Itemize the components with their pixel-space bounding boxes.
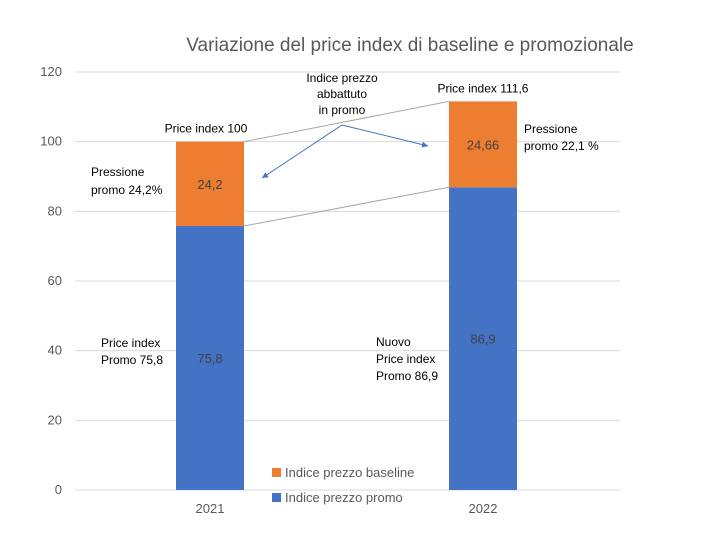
- connector-lines: [243, 100, 450, 227]
- data-label: 86,9: [470, 332, 495, 347]
- data-label: 24,2: [197, 177, 222, 192]
- arrow-label-line: Indice prezzo: [306, 71, 378, 85]
- legend-label: Indice prezzo baseline: [285, 465, 414, 480]
- promo-label-2022-line: Price index: [376, 352, 435, 366]
- x-axis-ticks: 2021 2022: [196, 501, 498, 516]
- pressure-label-2021: Pressione promo 24,2%: [91, 165, 163, 197]
- pressure-label-2022-line: promo 22,1 %: [524, 139, 599, 153]
- arrow-label-line: in promo: [319, 103, 366, 117]
- annotations: Price index 100 Price index 111,6 Pression…: [91, 71, 599, 383]
- bars: [176, 101, 517, 491]
- chart-title: Variazione del price index di baseline e…: [186, 35, 633, 56]
- pressure-label-2022: Pressione promo 22,1 %: [524, 122, 599, 153]
- promo-label-2022-line: Promo 86,9: [376, 369, 438, 383]
- y-axis-ticks: 0 20 40 60 80 100 120: [40, 64, 62, 497]
- data-labels: 75,8 24,2 86,9 24,66: [197, 137, 499, 366]
- connector-line-promo: [243, 186, 450, 227]
- y-tick-label: 0: [55, 482, 62, 497]
- y-tick-label: 20: [48, 412, 62, 427]
- data-label: 24,66: [467, 137, 500, 152]
- promo-label-2021-line: Promo 75,8: [101, 353, 163, 367]
- x-tick-label: 2022: [469, 501, 498, 516]
- bar-promo-2022: [449, 187, 517, 490]
- x-tick-label: 2021: [196, 501, 225, 516]
- promo-label-2022-line: Nuovo: [376, 335, 411, 349]
- legend-label: Indice prezzo promo: [285, 490, 403, 505]
- y-tick-label: 40: [48, 343, 62, 358]
- legend-swatch: [272, 493, 281, 502]
- connector-line-total: [243, 100, 450, 143]
- total-label-2022: Price index 111,6: [438, 81, 529, 95]
- bar-baseline-2021: [176, 141, 244, 226]
- bar-baseline-2022: [449, 101, 517, 188]
- pressure-label-2022-line: Pressione: [524, 122, 578, 136]
- pressure-label-2021-line: promo 24,2%: [91, 183, 163, 197]
- y-tick-label: 100: [40, 134, 62, 149]
- pressure-label-2021-line: Pressione: [91, 165, 145, 179]
- legend-swatch: [272, 468, 281, 477]
- bar-promo-2021: [176, 225, 244, 491]
- arrow-label: Indice prezzo abbattuto in promo: [306, 71, 378, 117]
- arrow-left: [261, 124, 343, 179]
- gridlines: [75, 71, 620, 491]
- data-label: 75,8: [197, 351, 222, 366]
- promo-label-2021: Price index Promo 75,8: [101, 336, 163, 367]
- y-tick-label: 80: [48, 203, 62, 218]
- promo-label-2022: Nuovo Price index Promo 86,9: [376, 335, 438, 383]
- y-tick-label: 120: [40, 64, 62, 79]
- y-tick-label: 60: [48, 273, 62, 288]
- arrow-label-line: abbattuto: [317, 87, 367, 101]
- promo-label-2021-line: Price index: [101, 336, 160, 350]
- arrow-right: [341, 124, 429, 148]
- total-label-2021: Price index 100: [165, 122, 248, 136]
- legend: Indice prezzo baseline Indice prezzo prom…: [272, 465, 414, 505]
